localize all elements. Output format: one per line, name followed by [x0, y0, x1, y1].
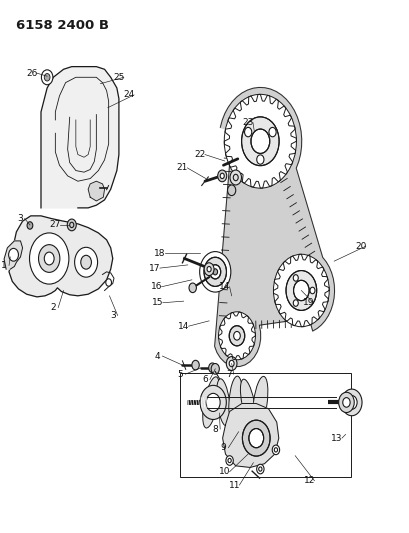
Circle shape [227, 185, 235, 196]
Text: 14: 14 [178, 322, 189, 330]
Circle shape [342, 398, 349, 407]
Circle shape [226, 357, 236, 370]
Text: 10: 10 [218, 467, 230, 476]
Text: 26: 26 [26, 69, 37, 77]
Polygon shape [41, 67, 119, 208]
Circle shape [225, 456, 233, 465]
Circle shape [204, 257, 226, 286]
Ellipse shape [252, 376, 267, 429]
Circle shape [268, 127, 276, 137]
Circle shape [204, 263, 213, 276]
Circle shape [44, 252, 54, 265]
Text: 3: 3 [17, 214, 22, 223]
Text: 17: 17 [149, 264, 160, 272]
Circle shape [338, 392, 353, 413]
Text: 27: 27 [49, 221, 61, 229]
Circle shape [106, 279, 111, 286]
Circle shape [341, 389, 361, 416]
Circle shape [285, 271, 316, 310]
Circle shape [233, 332, 240, 340]
Circle shape [74, 247, 97, 277]
Circle shape [241, 117, 279, 166]
Circle shape [29, 233, 69, 284]
Circle shape [27, 222, 33, 229]
Text: 7: 7 [225, 370, 231, 378]
Circle shape [229, 170, 241, 185]
Circle shape [218, 312, 255, 360]
Polygon shape [214, 87, 334, 367]
Circle shape [309, 287, 314, 294]
Text: 16: 16 [151, 282, 162, 291]
Circle shape [199, 252, 230, 292]
Text: 6: 6 [202, 375, 207, 384]
Circle shape [272, 445, 279, 455]
Circle shape [206, 393, 220, 411]
Text: 14: 14 [218, 282, 230, 291]
Circle shape [200, 385, 226, 419]
Polygon shape [222, 403, 278, 467]
Ellipse shape [202, 377, 219, 428]
Circle shape [44, 74, 50, 81]
Circle shape [346, 395, 356, 409]
Circle shape [81, 255, 91, 269]
Polygon shape [9, 216, 112, 297]
Text: 24: 24 [123, 91, 135, 99]
Circle shape [224, 94, 296, 188]
Circle shape [212, 269, 217, 275]
Circle shape [256, 155, 263, 164]
Circle shape [242, 420, 270, 456]
Text: 19: 19 [302, 298, 313, 307]
Circle shape [207, 266, 211, 272]
Text: 3: 3 [110, 311, 115, 320]
Text: 18: 18 [154, 249, 165, 257]
Text: 22: 22 [194, 150, 205, 159]
Text: 12: 12 [303, 477, 315, 485]
Circle shape [208, 363, 216, 373]
Text: 2: 2 [50, 303, 56, 312]
Circle shape [67, 219, 76, 231]
Circle shape [217, 170, 226, 182]
Circle shape [41, 70, 53, 85]
Circle shape [220, 173, 224, 179]
Text: 20: 20 [354, 242, 366, 251]
Ellipse shape [228, 376, 242, 429]
Circle shape [209, 265, 220, 279]
Ellipse shape [216, 379, 230, 426]
Text: 11: 11 [228, 481, 240, 489]
Text: 4: 4 [154, 352, 160, 360]
Polygon shape [88, 181, 104, 201]
Circle shape [244, 127, 251, 137]
Bar [180, 373, 350, 477]
Circle shape [293, 280, 308, 301]
Text: 6158 2400 B: 6158 2400 B [16, 19, 109, 31]
Text: 13: 13 [330, 434, 342, 442]
Text: 5: 5 [177, 370, 183, 378]
Circle shape [292, 300, 298, 306]
Ellipse shape [240, 379, 255, 426]
Circle shape [256, 464, 263, 474]
Text: 21: 21 [176, 164, 188, 172]
Polygon shape [4, 241, 22, 269]
Circle shape [189, 283, 196, 293]
Text: 25: 25 [113, 73, 124, 82]
Circle shape [38, 245, 60, 272]
Circle shape [191, 360, 199, 370]
Text: 15: 15 [152, 298, 163, 307]
Text: 8: 8 [212, 425, 218, 433]
Text: 1: 1 [1, 261, 7, 270]
Text: 23: 23 [242, 118, 253, 127]
Circle shape [248, 429, 263, 448]
Circle shape [273, 254, 328, 327]
Circle shape [292, 274, 298, 281]
Circle shape [9, 248, 18, 261]
Circle shape [229, 326, 244, 346]
Circle shape [211, 364, 219, 374]
Circle shape [229, 360, 234, 367]
Text: 9: 9 [220, 443, 226, 452]
Circle shape [250, 129, 269, 154]
